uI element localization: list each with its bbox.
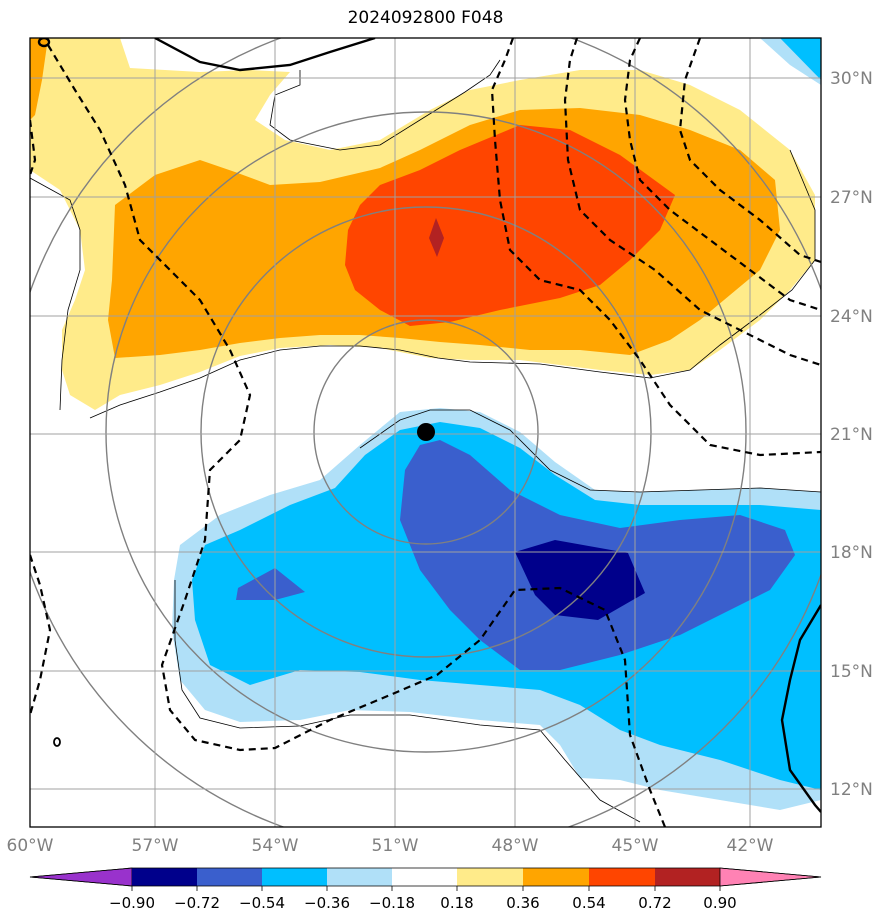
lat-tick-label: 27°N bbox=[830, 188, 873, 208]
storm-center-marker bbox=[417, 423, 435, 441]
lat-tick-label: 12°N bbox=[830, 780, 873, 800]
plot-frame bbox=[29, 37, 822, 828]
colorbar-segment bbox=[392, 868, 457, 886]
lon-tick-label: 60°W bbox=[7, 836, 54, 856]
colorbar-label: 0.36 bbox=[506, 894, 539, 912]
anomaly-fill-pos-036 bbox=[30, 38, 48, 120]
colorbar-label: 0.54 bbox=[572, 894, 605, 912]
zero-contour-line bbox=[30, 59, 821, 823]
storm-ring bbox=[200, 206, 652, 658]
colorbar-segment bbox=[655, 868, 720, 886]
lat-tick-label: 18°N bbox=[830, 543, 873, 563]
anomaly-fill-pos-054 bbox=[345, 125, 675, 326]
lon-tick-label: 45°W bbox=[612, 836, 659, 856]
longitude-tick-labels: 60°W 57°W 54°W 51°W 48°W 45°W 42°W bbox=[7, 836, 774, 856]
colorbar-label: 0.90 bbox=[703, 894, 736, 912]
lat-tick-label: 15°N bbox=[830, 662, 873, 682]
colorbar-segment bbox=[523, 868, 589, 886]
storm-ring bbox=[105, 111, 747, 753]
colorbar-label: −0.36 bbox=[304, 894, 350, 912]
colorbar-label: 0.72 bbox=[638, 894, 671, 912]
lat-tick-label: 30°N bbox=[830, 69, 873, 89]
colorbar-segment bbox=[132, 868, 197, 886]
anomaly-fill-pos-072 bbox=[429, 218, 444, 257]
colorbar-segment bbox=[262, 868, 327, 886]
dashed-contours bbox=[30, 38, 821, 827]
colorbar-extend-high bbox=[719, 867, 822, 887]
colorbar-label: 0.18 bbox=[440, 894, 473, 912]
colorbar-label: −0.54 bbox=[239, 894, 285, 912]
lon-tick-label: 51°W bbox=[372, 836, 419, 856]
latitude-tick-labels: 30°N 27°N 24°N 21°N 18°N 15°N 12°N bbox=[830, 69, 873, 800]
anomaly-fill-pos-bottom-right bbox=[770, 38, 821, 80]
anomaly-fill-neg-072 bbox=[515, 540, 645, 620]
colorbar-segment bbox=[327, 868, 392, 886]
colorbar-label: −0.18 bbox=[369, 894, 415, 912]
lat-tick-label: 21°N bbox=[830, 425, 873, 445]
solid-contours bbox=[37, 38, 821, 813]
lon-tick-label: 48°W bbox=[492, 836, 539, 856]
gridlines bbox=[30, 38, 821, 827]
colorbar-label: −0.90 bbox=[109, 894, 155, 912]
colorbar-segment bbox=[589, 868, 655, 886]
lat-tick-label: 24°N bbox=[830, 307, 873, 327]
colorbar-segment bbox=[457, 868, 523, 886]
lon-tick-label: 42°W bbox=[727, 836, 774, 856]
colorbar-segment bbox=[197, 868, 262, 886]
colorbar: −0.90 −0.72 −0.54 −0.36 −0.18 0.18 0.36 0.54 0.7… bbox=[29, 867, 822, 912]
colorbar-label: −0.72 bbox=[174, 894, 220, 912]
map-title: 2024092800 F048 bbox=[347, 8, 504, 28]
lon-tick-label: 54°W bbox=[252, 836, 299, 856]
storm-ring bbox=[313, 319, 539, 545]
colorbar-extend-low bbox=[29, 867, 133, 887]
anomaly-fill-neg-054 bbox=[236, 568, 305, 600]
lon-tick-label: 57°W bbox=[132, 836, 179, 856]
